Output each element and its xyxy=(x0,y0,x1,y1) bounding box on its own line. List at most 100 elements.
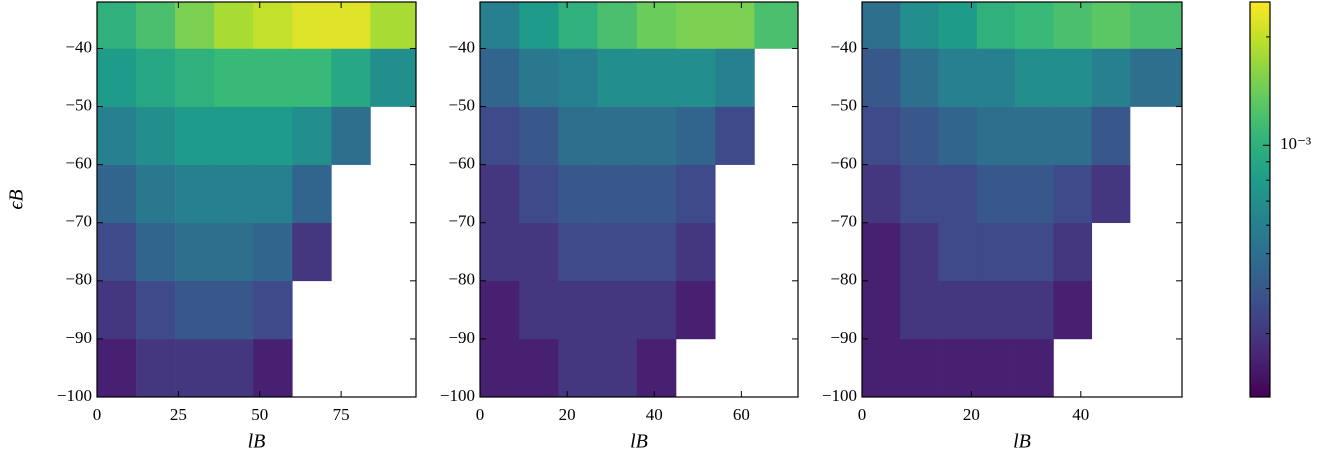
hist-cell xyxy=(715,106,755,165)
hist-cell xyxy=(175,2,215,49)
hist-cell xyxy=(370,48,417,107)
plot-frame xyxy=(96,1,417,398)
x-tick-label: 0 xyxy=(858,405,867,424)
x-axis-label: lB xyxy=(248,431,266,453)
hist-cell xyxy=(292,48,332,107)
hist-cell xyxy=(636,164,677,224)
hist-cell xyxy=(1053,164,1093,224)
x-tick-label: 25 xyxy=(170,405,187,424)
colorbar-tick-label: 10⁻³ xyxy=(1280,134,1311,153)
y-tick-label: −70 xyxy=(65,212,92,231)
hist-cell xyxy=(370,2,417,49)
hist-cell xyxy=(636,2,677,49)
hist-cell xyxy=(676,106,716,165)
hist-cell xyxy=(1053,2,1093,49)
hist-cell xyxy=(636,338,677,398)
hist-cell xyxy=(636,280,677,340)
hist-cell xyxy=(676,280,716,340)
hist-cell xyxy=(1091,48,1131,107)
x-tick-label: 50 xyxy=(251,405,268,424)
x-tick-label: 0 xyxy=(476,405,485,424)
hist-cell xyxy=(214,280,254,340)
hist-cell xyxy=(480,280,520,340)
plot-frame xyxy=(861,1,1183,398)
hist-cell xyxy=(480,164,520,224)
y-tick-label: −80 xyxy=(830,270,857,289)
hist-cell xyxy=(976,106,1016,165)
hist-cell xyxy=(938,106,978,165)
hist-cell xyxy=(1053,222,1093,282)
x-tick-label: 20 xyxy=(559,405,576,424)
hist-cell xyxy=(175,164,215,224)
hist-cell xyxy=(136,164,176,224)
hist-cell xyxy=(938,338,978,398)
hist-cell xyxy=(1015,164,1054,224)
y-tick-label: −90 xyxy=(830,328,857,347)
hist-cell xyxy=(558,48,598,107)
hist-cell xyxy=(1053,48,1093,107)
hist-cell xyxy=(519,2,559,49)
y-tick-label: −80 xyxy=(65,270,92,289)
hist-cell xyxy=(214,2,254,49)
hist-cell xyxy=(900,48,939,107)
hist-cell xyxy=(1053,106,1093,165)
hist-cell xyxy=(97,280,137,340)
hist-cell xyxy=(900,222,939,282)
hist-cell xyxy=(292,106,332,165)
hist-cell xyxy=(636,222,677,282)
y-axis-label: ϵB xyxy=(6,189,28,209)
hist-cell xyxy=(97,106,137,165)
hist-cell xyxy=(214,164,254,224)
hist-cell xyxy=(900,2,939,49)
hist-cell xyxy=(97,338,137,398)
hist-cell xyxy=(1130,48,1183,107)
x-tick-label: 0 xyxy=(93,405,102,424)
hist-cell xyxy=(597,164,638,224)
y-tick-label: −90 xyxy=(448,328,475,347)
hist-cell xyxy=(519,106,559,165)
hist-cell xyxy=(976,280,1016,340)
hist-cell xyxy=(175,338,215,398)
hist-cell xyxy=(597,338,638,398)
x-tick-label: 40 xyxy=(646,405,663,424)
y-tick-label: −100 xyxy=(57,386,92,405)
x-tick-label: 40 xyxy=(1072,405,1089,424)
hist-cell xyxy=(597,106,638,165)
hist-cell xyxy=(862,338,901,398)
hist-cell xyxy=(97,164,137,224)
hist-cell xyxy=(1130,2,1183,49)
hist-cell xyxy=(1015,106,1054,165)
hist-cell xyxy=(976,164,1016,224)
hist-cell xyxy=(1015,48,1054,107)
y-tick-label: −60 xyxy=(448,154,475,173)
hist-cell xyxy=(558,222,598,282)
hist-cell xyxy=(253,280,293,340)
hist-cell xyxy=(175,106,215,165)
x-axis-label: lB xyxy=(1013,431,1031,453)
hist-cell xyxy=(253,2,293,49)
hist-cell xyxy=(1015,2,1054,49)
x-axis-label: lB xyxy=(630,431,648,453)
hist-cell xyxy=(214,48,254,107)
hist-cell xyxy=(976,2,1016,49)
hist-cell xyxy=(292,2,332,49)
hist-cell xyxy=(597,2,638,49)
hist-cell xyxy=(480,106,520,165)
x-tick-label: 20 xyxy=(963,405,980,424)
y-tick-label: −50 xyxy=(448,95,475,114)
hist-cell xyxy=(558,338,598,398)
hist-cell xyxy=(938,48,978,107)
hist-cell xyxy=(97,2,137,49)
hist-cell xyxy=(97,48,137,107)
hist-cell xyxy=(136,280,176,340)
hist-cell xyxy=(253,48,293,107)
hist-cell xyxy=(976,222,1016,282)
hist-cell xyxy=(938,222,978,282)
y-tick-label: −100 xyxy=(822,386,857,405)
hist-cell xyxy=(676,222,716,282)
hist-cell xyxy=(175,222,215,282)
y-tick-label: −80 xyxy=(448,270,475,289)
hist-cell xyxy=(480,48,520,107)
hist-cell xyxy=(558,106,598,165)
